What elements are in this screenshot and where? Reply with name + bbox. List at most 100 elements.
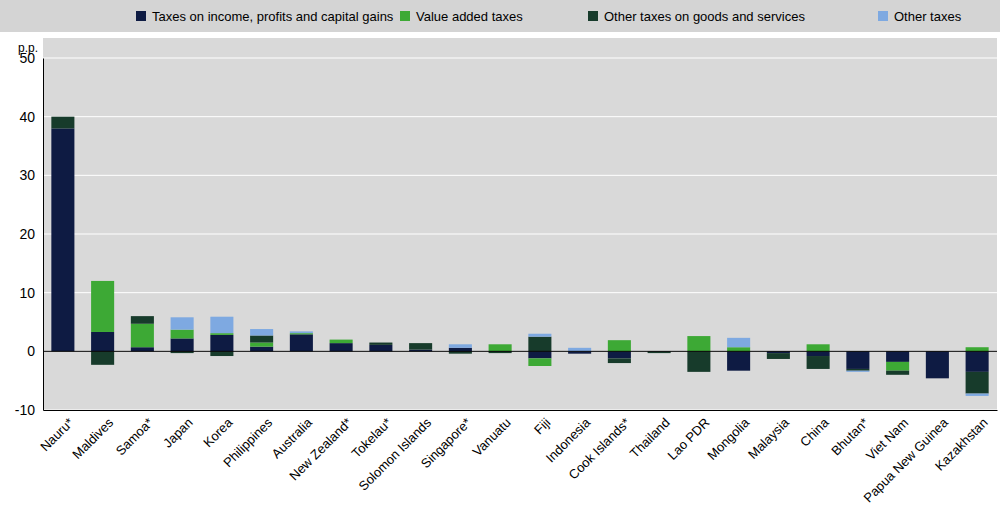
bar-segment [330, 340, 353, 344]
x-tick-label: Singapore* [418, 415, 474, 471]
x-tick: Lao PDR [665, 410, 713, 463]
x-tick: Japan [160, 410, 196, 451]
x-tick-label: Vanuatu [470, 415, 514, 459]
plot-background [43, 38, 997, 410]
bar-segment [91, 351, 114, 364]
chart: Taxes on income, profits and capital gai… [0, 0, 1000, 516]
y-axis: -1001020304050 [15, 50, 44, 418]
x-tick-label: New Zealand* [286, 415, 354, 483]
legend: Taxes on income, profits and capital gai… [0, 0, 1000, 32]
bar-segment [886, 362, 909, 371]
x-tick: Korea [200, 410, 236, 450]
bar-segment [131, 347, 154, 351]
bar-segment [687, 351, 710, 372]
bar-segment [687, 336, 710, 351]
x-tick: Cook Islands* [566, 410, 633, 482]
bar-segment [91, 281, 114, 332]
bar-segment [369, 345, 392, 351]
bar-segment [171, 330, 194, 339]
y-tick-label: 0 [27, 343, 35, 359]
x-tick: Solomon Islands [356, 410, 435, 494]
legend-item: Value added taxes [400, 9, 523, 24]
x-tick: New Zealand* [286, 410, 354, 483]
y-tick: 20 [19, 226, 43, 242]
legend-swatch [136, 11, 146, 21]
bar-segment [568, 348, 591, 352]
y-tick-label: -10 [15, 402, 35, 418]
y-tick: -10 [15, 402, 43, 418]
bar-segment [210, 317, 233, 333]
bar-segment [846, 369, 869, 371]
x-tick-label: Cook Islands* [566, 415, 633, 482]
y-axis-title: p.p. [18, 41, 38, 55]
legend-item: Other taxes [878, 9, 962, 24]
y-tick-label: 20 [19, 226, 35, 242]
series [51, 117, 988, 394]
legend-label: Other taxes on goods and services [604, 9, 805, 24]
bar-segment [727, 351, 750, 370]
bar-segment [727, 338, 750, 347]
y-tick: 40 [19, 109, 43, 125]
bar-segment [51, 117, 74, 129]
bar-segment [966, 372, 989, 394]
bar-segment [131, 324, 154, 347]
bar-segment [528, 351, 551, 358]
y-tick-label: 30 [19, 167, 35, 183]
x-axis-line [44, 410, 998, 411]
x-tick-label: Maldives [69, 415, 116, 462]
y-tick: 30 [19, 167, 43, 183]
bar-segment [886, 371, 909, 375]
bar-segment [250, 347, 273, 352]
bar-segment [846, 371, 869, 372]
bar-segment [210, 351, 233, 356]
bar-segment [171, 338, 194, 351]
bar-segment [608, 358, 631, 363]
x-tick: Samoa* [113, 410, 156, 458]
x-tick-label: Philippines [220, 415, 275, 470]
x-tick-label: Fiji [531, 415, 553, 437]
legend-swatch [400, 11, 410, 21]
x-tick: China [797, 410, 832, 450]
bar-segment [528, 334, 551, 337]
bar-segment [966, 347, 989, 351]
grid-line [43, 410, 997, 411]
y-tick: 0 [27, 343, 43, 359]
x-axis: Nauru*MaldivesSamoa*JapanKoreaPhilippine… [37, 410, 997, 505]
bars [51, 117, 988, 396]
grid-line [43, 234, 997, 235]
x-tick-label: Solomon Islands [356, 415, 435, 494]
x-tick: Kazakhstan [932, 410, 991, 474]
legend-item: Taxes on income, profits and capital gai… [136, 9, 394, 24]
bar-segment [250, 343, 273, 347]
bar-segment [807, 356, 830, 369]
y-tick: 10 [19, 285, 43, 301]
bar-segment [727, 347, 750, 351]
bar-segment [807, 351, 830, 356]
x-tick-label: Korea [200, 414, 236, 450]
legend-label: Value added taxes [416, 9, 523, 24]
bar-segment [210, 335, 233, 351]
series [51, 128, 988, 378]
x-tick: Nauru* [37, 410, 76, 454]
x-tick-label: Lao PDR [665, 415, 713, 463]
x-tick: Vanuatu [470, 410, 514, 459]
x-tick: Malaysia [745, 410, 792, 462]
bar-segment [528, 358, 551, 366]
x-tick-label: Nauru* [37, 415, 76, 454]
bar-segment [966, 394, 989, 396]
bar-segment [131, 316, 154, 324]
bar-segment [489, 344, 512, 351]
bar-segment [449, 344, 472, 348]
bar-segment [290, 334, 313, 351]
bar-segment [330, 343, 353, 351]
series [171, 317, 989, 396]
grid-line [43, 58, 997, 59]
bar-segment [171, 317, 194, 329]
grid-line [43, 292, 997, 293]
bar-segment [91, 332, 114, 351]
bar-segment [528, 337, 551, 352]
x-tick-label: China [797, 414, 832, 449]
grid-line [43, 351, 997, 352]
series [91, 281, 989, 371]
bar-segment [290, 333, 313, 334]
